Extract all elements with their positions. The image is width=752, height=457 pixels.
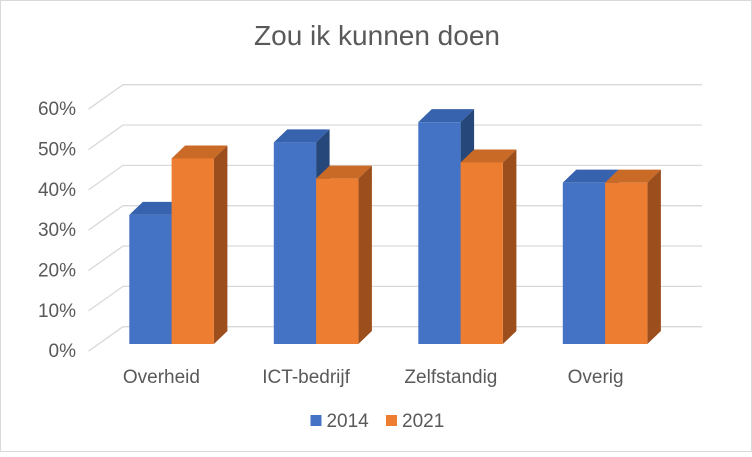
bar-side-face[interactable] <box>213 145 228 344</box>
bar-top-face[interactable] <box>460 149 517 163</box>
bar-top-face[interactable] <box>605 169 661 183</box>
x-axis-label-ict-bedrijf: ICT-bedrijf <box>262 367 350 388</box>
bar-front-face[interactable] <box>418 122 461 344</box>
bar-2021-overig[interactable] <box>605 169 661 344</box>
y-axis-labels-group: 0% 10% 20% 30% 40% 50% 60% <box>38 99 76 362</box>
axis-depth-tick-60 <box>88 84 124 110</box>
axis-depth-tick-20 <box>88 245 124 272</box>
bar-top-face[interactable] <box>129 201 186 215</box>
bar-front-face[interactable] <box>605 182 648 344</box>
bar-top-face[interactable] <box>171 145 228 159</box>
bar-front-face[interactable] <box>316 178 359 344</box>
legend-marker-2021[interactable] <box>386 415 397 426</box>
y-axis-label-60: 60% <box>38 99 76 120</box>
x-axis-label-zelfstandig: Zelfstandig <box>404 367 497 388</box>
y-axis-label-50: 50% <box>38 140 76 161</box>
x-axis-labels-group: Overheid ICT-bedrijf Zelfstandig Overig <box>123 367 624 388</box>
x-axis-label-overig: Overig <box>568 367 624 388</box>
x-axis-label-overheid: Overheid <box>123 367 200 388</box>
legend-label-2014: 2014 <box>326 411 369 432</box>
bar-top-face[interactable] <box>316 165 372 179</box>
bar-front-face[interactable] <box>129 214 172 344</box>
bar-top-face[interactable] <box>418 109 475 123</box>
bar-side-face[interactable] <box>647 169 661 344</box>
axis-depth-tick-40 <box>88 164 124 191</box>
legend-label-2021: 2021 <box>402 411 444 432</box>
bar-2021-zelfstandig[interactable] <box>460 149 517 344</box>
legend-item-2014[interactable]: 2014 <box>310 411 369 432</box>
chart-title: Zou ik kunnen doen <box>254 20 500 51</box>
bar-side-face[interactable] <box>502 149 517 344</box>
bar-2021-ict-bedrijf[interactable] <box>316 165 372 344</box>
bar-front-face[interactable] <box>171 158 214 344</box>
bar-2021-overheid[interactable] <box>171 145 228 344</box>
bar-front-face[interactable] <box>273 142 317 344</box>
bar-side-face[interactable] <box>358 165 372 344</box>
bar-front-face[interactable] <box>460 162 503 344</box>
axis-depth-tick-50 <box>88 124 124 151</box>
y-axis-label-30: 30% <box>38 220 76 241</box>
bars-group <box>129 109 661 344</box>
legend-group: 2014 2021 <box>310 411 444 432</box>
bar-top-face[interactable] <box>562 169 619 183</box>
legend-marker-2014[interactable] <box>310 415 322 426</box>
bar-front-face[interactable] <box>562 182 606 344</box>
legend-item-2021[interactable]: 2021 <box>386 411 444 432</box>
axis-depth-tick-10 <box>88 285 124 312</box>
y-axis-label-0: 0% <box>49 341 77 362</box>
y-axis-label-10: 10% <box>38 301 76 322</box>
y-axis-label-20: 20% <box>38 261 76 282</box>
bar-top-face[interactable] <box>273 129 330 143</box>
y-axis-label-40: 40% <box>38 180 76 201</box>
axis-depth-tick-0 <box>88 326 124 352</box>
axis-depth-tick-30 <box>88 205 124 231</box>
